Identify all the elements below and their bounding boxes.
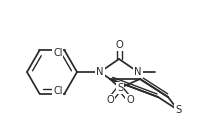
Text: O: O <box>106 95 114 105</box>
Text: N: N <box>96 67 104 77</box>
Text: Cl: Cl <box>53 48 62 58</box>
Text: S: S <box>175 105 181 115</box>
Text: N: N <box>134 67 142 77</box>
Text: O: O <box>126 95 134 105</box>
Text: S: S <box>117 83 123 93</box>
Text: Cl: Cl <box>53 86 62 96</box>
Text: O: O <box>115 40 123 50</box>
